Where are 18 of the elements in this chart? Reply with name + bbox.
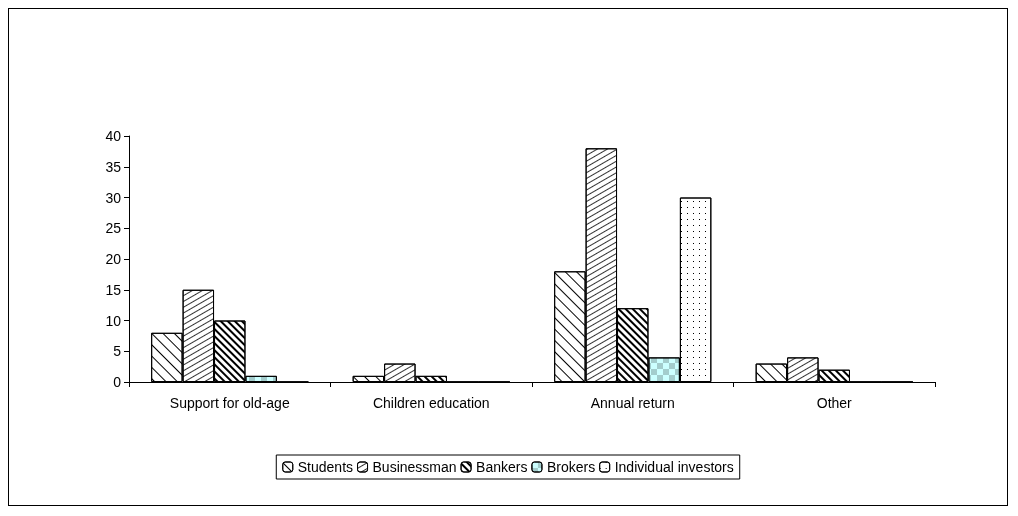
y-tick-label: 40 [105, 128, 122, 144]
y-tick-label: 30 [105, 189, 122, 206]
x-tick-label: Support for old-age [169, 395, 290, 411]
y-tick-label: 25 [105, 220, 122, 237]
legend-label: Businessman [372, 459, 457, 475]
y-tick-label: 5 [113, 343, 122, 360]
legend-label: Bankers [476, 459, 528, 475]
legend-label: Brokers [546, 459, 596, 475]
y-tick-label: 0 [113, 374, 122, 390]
x-tick-label: Other [816, 395, 853, 411]
y-tick-label: 20 [105, 251, 122, 267]
y-tick-label: 10 [105, 312, 122, 329]
y-tick-label: 35 [105, 158, 122, 175]
x-tick-label: Annual return [590, 395, 675, 411]
legend-label: Students [297, 459, 354, 475]
legend-label: Individual investors [614, 459, 734, 475]
x-tick-label: Children education [372, 395, 490, 411]
y-tick-label: 15 [105, 281, 122, 298]
